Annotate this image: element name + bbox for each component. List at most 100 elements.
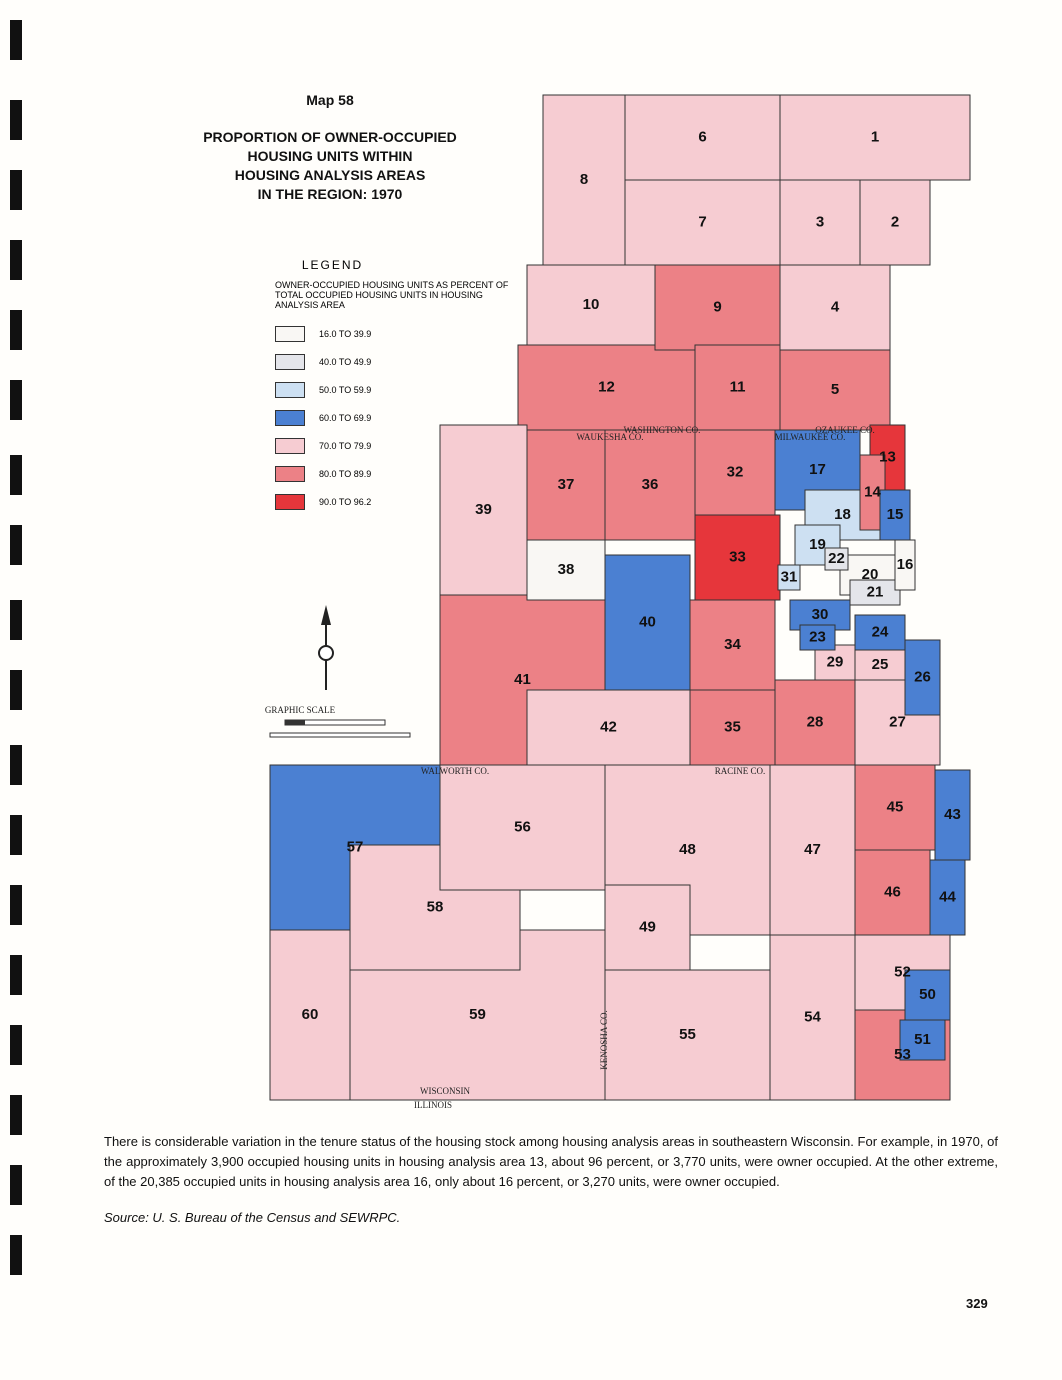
legend-row: 60.0 TO 69.9 xyxy=(275,404,515,432)
legend-swatch xyxy=(275,494,305,510)
title-line: IN THE REGION: 1970 xyxy=(257,186,403,202)
area xyxy=(824,547,849,571)
binder-hole xyxy=(10,240,22,280)
area-label: 50 xyxy=(919,986,936,1003)
area xyxy=(689,689,776,766)
binder-hole xyxy=(10,525,22,565)
area xyxy=(604,429,696,541)
area xyxy=(777,564,801,591)
legend-label: 70.0 TO 79.9 xyxy=(319,441,372,451)
area-label: 7 xyxy=(698,213,706,230)
area-label: 4 xyxy=(831,298,840,315)
area-label: 37 xyxy=(558,476,575,493)
area-label: 17 xyxy=(809,461,826,478)
area-label: 34 xyxy=(724,636,741,653)
area xyxy=(604,969,771,1101)
area-label: 56 xyxy=(514,818,531,835)
legend-description: OWNER-OCCUPIED HOUSING UNITS AS PERCENT … xyxy=(275,280,509,310)
map-label: KENOSHA CO. xyxy=(599,1010,609,1070)
legend-swatch xyxy=(275,354,305,370)
binder-hole xyxy=(10,1235,22,1275)
area-label: 40 xyxy=(639,613,656,630)
source: Source: U. S. Bureau of the Census and S… xyxy=(104,1210,401,1225)
area-label: 28 xyxy=(807,713,824,730)
area-label: 23 xyxy=(809,628,826,645)
binder-hole xyxy=(10,1165,22,1205)
area-label: 41 xyxy=(514,671,531,688)
legend-swatch xyxy=(275,382,305,398)
area-label: 47 xyxy=(804,841,821,858)
legend: LEGEND OWNER-OCCUPIED HOUSING UNITS AS P… xyxy=(275,258,515,516)
area-label: 5 xyxy=(831,381,839,398)
binder-hole xyxy=(10,20,22,60)
legend-label: 80.0 TO 89.9 xyxy=(319,469,372,479)
legend-label: 16.0 TO 39.9 xyxy=(319,329,372,339)
area xyxy=(779,264,891,351)
area-label: 39 xyxy=(475,501,492,518)
area-label: 44 xyxy=(939,888,956,905)
legend-row: 90.0 TO 96.2 xyxy=(275,488,515,516)
legend-swatch xyxy=(275,438,305,454)
area-label: 11 xyxy=(730,378,746,395)
binder-hole xyxy=(10,745,22,785)
area xyxy=(624,94,781,181)
map-label: WALWORTH CO. xyxy=(421,766,489,776)
area-label: 1 xyxy=(871,128,879,145)
area-label: 55 xyxy=(679,1026,696,1043)
area xyxy=(849,579,901,606)
legend-swatch xyxy=(275,466,305,482)
area-label: 53 xyxy=(894,1046,911,1063)
title-line: HOUSING ANALYSIS AREAS xyxy=(234,167,426,183)
legend-row: 16.0 TO 39.9 xyxy=(275,320,515,348)
area-label: 18 xyxy=(834,506,851,523)
area-label: 3 xyxy=(816,213,824,230)
area xyxy=(694,429,776,516)
area xyxy=(526,539,606,601)
binder-hole xyxy=(10,310,22,350)
map-label: WISCONSIN xyxy=(420,1086,471,1096)
area-label: 42 xyxy=(600,718,617,735)
binder-hole xyxy=(10,170,22,210)
area-layer xyxy=(269,94,971,1101)
binder-hole xyxy=(10,100,22,140)
area-label: 15 xyxy=(887,506,904,523)
area-label: 25 xyxy=(872,656,889,673)
map-label: WAUKESHA CO. xyxy=(576,432,643,442)
area xyxy=(526,264,656,346)
north-arrow xyxy=(318,605,334,690)
area xyxy=(769,934,856,1101)
area xyxy=(854,764,936,851)
area-label: 21 xyxy=(867,583,884,600)
area-label: 48 xyxy=(679,841,696,858)
map-title: PROPORTION OF OWNER-OCCUPIED HOUSING UNI… xyxy=(180,128,480,204)
area xyxy=(859,179,931,266)
area-label: 30 xyxy=(812,606,829,623)
binder-hole xyxy=(10,455,22,495)
legend-row: 50.0 TO 59.9 xyxy=(275,376,515,404)
scale-bar xyxy=(269,719,411,738)
area-label: 29 xyxy=(827,653,844,670)
area-label: 57 xyxy=(347,838,364,855)
title-line: PROPORTION OF OWNER-OCCUPIED xyxy=(203,129,457,145)
area xyxy=(929,859,966,936)
area-label: 51 xyxy=(914,1031,931,1048)
area-label: 60 xyxy=(302,1006,319,1023)
map-number: Map 58 xyxy=(306,92,354,108)
binder-hole xyxy=(10,670,22,710)
area-label: 36 xyxy=(642,476,659,493)
area-label: 27 xyxy=(889,713,906,730)
legend-label: 60.0 TO 69.9 xyxy=(319,413,372,423)
area xyxy=(854,614,906,651)
area xyxy=(894,539,916,591)
binder-hole xyxy=(10,1025,22,1065)
legend-label: 50.0 TO 59.9 xyxy=(319,385,372,395)
area xyxy=(899,1019,946,1061)
area-label: 22 xyxy=(828,550,845,567)
area xyxy=(604,554,691,691)
legend-swatch xyxy=(275,410,305,426)
title-line: HOUSING UNITS WITHIN xyxy=(247,148,413,164)
area xyxy=(526,429,606,541)
area-label: 10 xyxy=(583,296,600,313)
legend-row: 80.0 TO 89.9 xyxy=(275,460,515,488)
